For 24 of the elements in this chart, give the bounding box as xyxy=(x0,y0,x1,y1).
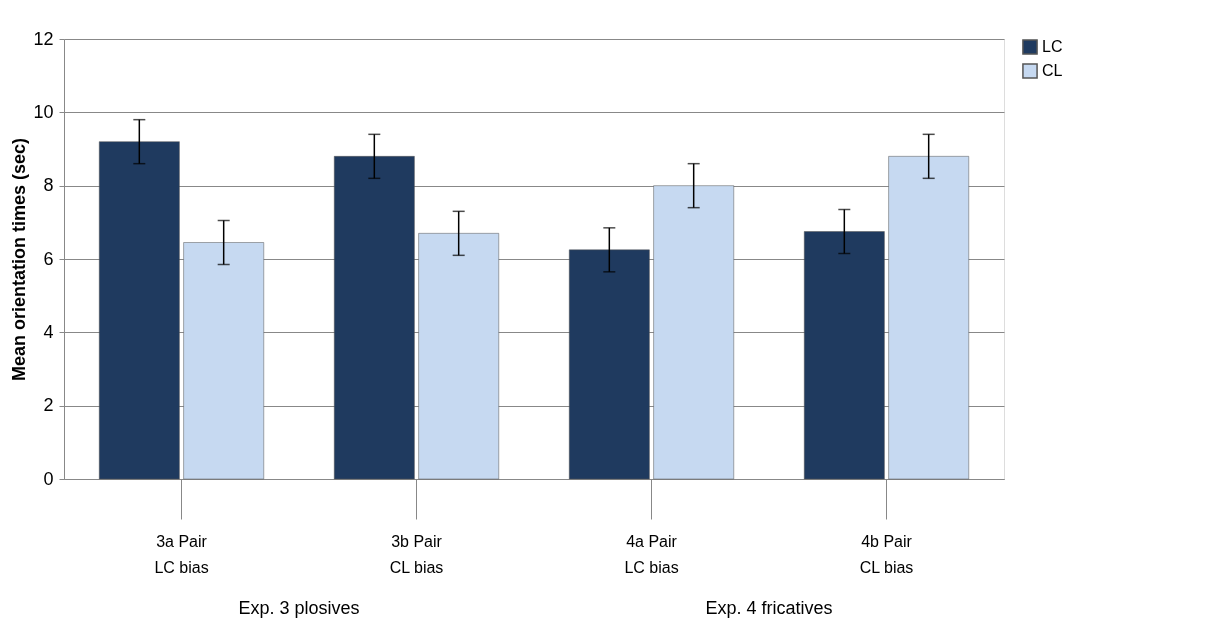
x-tick-label: 4a Pair LC bias xyxy=(624,532,679,576)
legend-label: LC xyxy=(1042,38,1063,55)
y-tick-label: 8 xyxy=(43,175,54,196)
bar xyxy=(569,249,650,480)
legend-label: CL xyxy=(1042,62,1063,79)
text: Exp. 3 plosives xyxy=(238,598,360,618)
x-tick-label: 4b Pair CL bias xyxy=(859,532,914,576)
bar xyxy=(334,156,415,480)
bar xyxy=(653,185,734,480)
bar xyxy=(418,233,499,480)
y-tick-label: 12 xyxy=(33,28,54,49)
text: Exp. 4 fricatives xyxy=(705,598,833,618)
x-tick-label: 3b Pair CL bias xyxy=(389,532,444,576)
bar xyxy=(183,242,264,480)
bar xyxy=(804,231,885,480)
y-tick-label: 0 xyxy=(43,468,54,489)
bar xyxy=(888,156,969,480)
x-tick-label: 3a Pair LC bias xyxy=(154,532,209,576)
y-tick-label: 4 xyxy=(43,321,54,342)
bar xyxy=(99,141,180,480)
y-tick-label: 10 xyxy=(33,101,54,122)
y-axis-title: Mean orientation times (sec) xyxy=(9,137,30,382)
y-tick-label: 6 xyxy=(43,248,54,269)
y-tick-label: 2 xyxy=(43,395,54,416)
